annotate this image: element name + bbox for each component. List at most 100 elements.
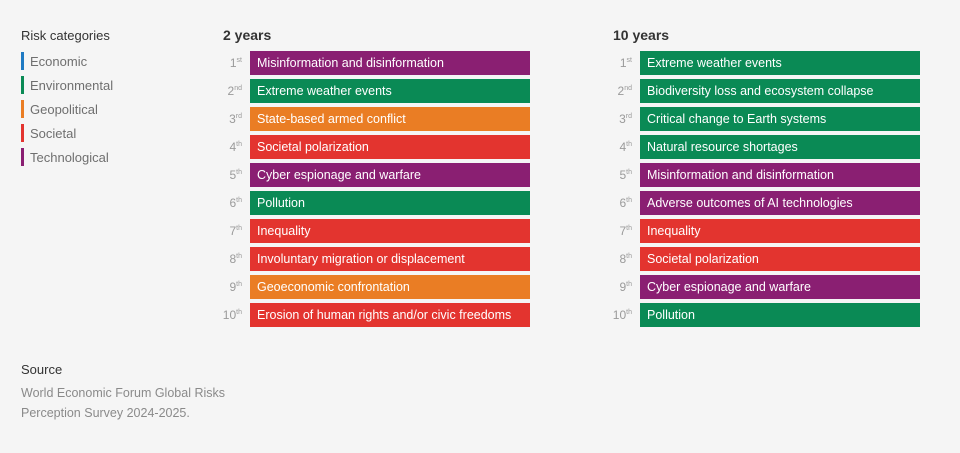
rank-suffix: th <box>236 281 242 288</box>
rank-label: 4th <box>218 140 242 154</box>
rank-number: 5 <box>229 168 237 182</box>
ranking-row: 9th Geoeconomic confrontation <box>218 275 530 299</box>
ranking-row: 4th Natural resource shortages <box>608 135 920 159</box>
risk-label: Inequality <box>257 224 311 238</box>
ranking-10-years: 10 years 1st Extreme weather events 2nd Bio… <box>608 27 920 331</box>
rank-label: 3rd <box>608 112 632 126</box>
legend-label: Technological <box>30 149 109 165</box>
rank-suffix: th <box>236 169 242 176</box>
rank-label: 10th <box>608 308 632 322</box>
rank-label: 2nd <box>218 84 242 98</box>
rank-number: 1 <box>229 56 237 70</box>
ranking-row: 5th Cyber espionage and warfare <box>218 163 530 187</box>
rank-suffix: nd <box>624 85 632 92</box>
rank-suffix: th <box>236 141 242 148</box>
rank-suffix: st <box>626 57 632 64</box>
rank-label: 2nd <box>608 84 632 98</box>
rank-number: 2 <box>617 84 625 98</box>
legend-item-societal: Societal <box>21 124 113 142</box>
ranking-row: 8th Societal polarization <box>608 247 920 271</box>
legend-item-economic: Economic <box>21 52 113 70</box>
column-title: 2 years <box>223 27 272 43</box>
rank-number: 5 <box>619 168 627 182</box>
risk-bar: Misinformation and disinformation <box>640 163 920 187</box>
risk-label: Pollution <box>257 196 305 210</box>
legend-swatch <box>21 52 24 70</box>
ranking-row: 2nd Biodiversity loss and ecosystem colla… <box>608 79 920 103</box>
risk-label: Erosion of human rights and/or civic fre… <box>257 308 512 322</box>
ranking-row: 1st Misinformation and disinformation <box>218 51 530 75</box>
rank-number: 3 <box>229 112 236 126</box>
risk-bar: Adverse outcomes of AI technologies <box>640 191 920 215</box>
rank-number: 9 <box>229 280 237 294</box>
rank-label: 5th <box>218 168 242 182</box>
rank-label: 10th <box>218 308 242 322</box>
ranking-rows: 1st Extreme weather events 2nd Biodiversity… <box>608 51 920 327</box>
rank-suffix: th <box>236 225 242 232</box>
risk-bar: Pollution <box>640 303 920 327</box>
ranking-row: 10th Erosion of human rights and/or civic… <box>218 303 530 327</box>
ranking-row: 6th Adverse outcomes of AI technologies <box>608 191 920 215</box>
risk-bar: Societal polarization <box>640 247 920 271</box>
risk-bar: Inequality <box>250 219 530 243</box>
rank-number: 6 <box>229 196 237 210</box>
risk-label: Misinformation and disinformation <box>647 168 834 182</box>
rank-suffix: th <box>626 169 632 176</box>
rank-number: 10 <box>612 308 627 322</box>
legend-item-technological: Technological <box>21 148 113 166</box>
risk-bar: Natural resource shortages <box>640 135 920 159</box>
rank-suffix: th <box>626 253 632 260</box>
risk-label: Cyber espionage and warfare <box>257 168 421 182</box>
legend-item-geopolitical: Geopolitical <box>21 100 113 118</box>
rank-label: 4th <box>608 140 632 154</box>
rank-suffix: th <box>236 253 242 260</box>
risk-bar: Involuntary migration or displacement <box>250 247 530 271</box>
ranking-2-years: 2 years 1st Misinformation and disinforma… <box>218 27 530 331</box>
rank-suffix: th <box>626 197 632 204</box>
rank-label: 5th <box>608 168 632 182</box>
risk-label: Extreme weather events <box>647 56 782 70</box>
risk-label: Natural resource shortages <box>647 140 798 154</box>
ranking-row: 8th Involuntary migration or displacement <box>218 247 530 271</box>
legend-label: Environmental <box>30 77 114 93</box>
rank-suffix: rd <box>625 113 632 120</box>
risk-label: Biodiversity loss and ecosystem collapse <box>647 84 874 98</box>
rank-suffix: rd <box>235 113 242 120</box>
rank-number: 1 <box>619 56 627 70</box>
ranking-row: 10th Pollution <box>608 303 920 327</box>
source-text: World Economic Forum Global Risks Percep… <box>21 386 225 420</box>
risk-label: Involuntary migration or displacement <box>257 252 465 266</box>
rank-label: 1st <box>608 56 632 70</box>
risk-label: Pollution <box>647 308 695 322</box>
rank-number: 6 <box>619 196 627 210</box>
risk-bar: Erosion of human rights and/or civic fre… <box>250 303 530 327</box>
legend-swatch <box>21 124 24 142</box>
risk-bar: State-based armed conflict <box>250 107 530 131</box>
ranking-row: 4th Societal polarization <box>218 135 530 159</box>
risk-bar: Pollution <box>250 191 530 215</box>
risk-label: Misinformation and disinformation <box>257 56 444 70</box>
risk-categories-legend: Risk categories Economic Environmental G… <box>21 28 113 172</box>
rank-number: 9 <box>619 280 627 294</box>
ranking-row: 3rd State-based armed conflict <box>218 107 530 131</box>
rank-label: 9th <box>218 280 242 294</box>
risk-label: Critical change to Earth systems <box>647 112 827 126</box>
legend-item-environmental: Environmental <box>21 76 113 94</box>
legend-label: Economic <box>30 53 88 69</box>
rank-label: 1st <box>218 56 242 70</box>
rank-number: 8 <box>619 252 627 266</box>
legend-label: Societal <box>30 125 77 141</box>
risk-label: Societal polarization <box>257 140 369 154</box>
risk-bar: Cyber espionage and warfare <box>250 163 530 187</box>
risk-bar: Extreme weather events <box>640 51 920 75</box>
risk-bar: Societal polarization <box>250 135 530 159</box>
risk-label: Extreme weather events <box>257 84 392 98</box>
rank-suffix: th <box>626 281 632 288</box>
rank-number: 2 <box>227 84 235 98</box>
rank-number: 4 <box>619 140 627 154</box>
risk-bar: Inequality <box>640 219 920 243</box>
rank-suffix: th <box>236 197 242 204</box>
rank-label: 6th <box>608 196 632 210</box>
risk-label: Cyber espionage and warfare <box>647 280 811 294</box>
ranking-row: 1st Extreme weather events <box>608 51 920 75</box>
